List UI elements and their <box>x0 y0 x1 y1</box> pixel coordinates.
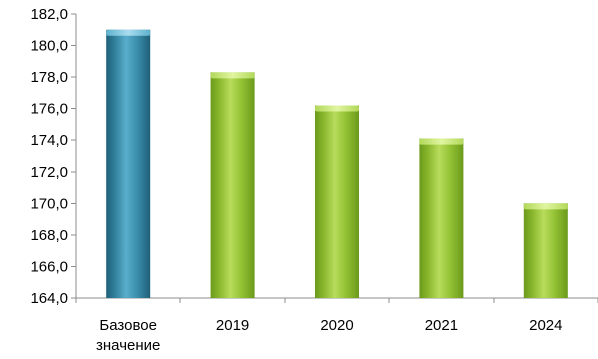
x-tick-label: 2021 <box>425 317 458 334</box>
x-tick-label: значение <box>96 337 160 354</box>
bars <box>106 29 568 299</box>
x-tick-label: Базовое <box>99 317 157 334</box>
y-tick-label: 170,0 <box>30 195 68 212</box>
x-tick-label: 2019 <box>216 317 249 334</box>
bar <box>523 203 568 298</box>
y-tick-label: 164,0 <box>30 290 68 307</box>
bar <box>210 72 255 298</box>
y-tick-label: 174,0 <box>30 132 68 149</box>
x-tick-label: 2020 <box>320 317 353 334</box>
bar <box>106 29 151 299</box>
bar <box>419 138 464 298</box>
y-tick-label: 172,0 <box>30 164 68 181</box>
y-tick-label: 168,0 <box>30 227 68 244</box>
bar-top-highlight <box>210 72 255 79</box>
bar-top-highlight <box>106 29 151 36</box>
y-tick-label: 178,0 <box>30 69 68 86</box>
y-tick-label: 182,0 <box>30 6 68 23</box>
bar-top-highlight <box>419 138 464 145</box>
bar-top-highlight <box>523 203 568 210</box>
y-tick-label: 176,0 <box>30 101 68 118</box>
x-tick-label: 2024 <box>529 317 562 334</box>
bar-top-highlight <box>315 105 359 112</box>
y-tick-label: 180,0 <box>30 38 68 55</box>
x-axis: Базовое значение 2019 2020 2021 2024 <box>75 297 598 354</box>
bar <box>315 105 359 298</box>
y-tick-label: 166,0 <box>30 258 68 275</box>
y-axis: 164,0 166,0 168,0 170,0 172,0 174,0 176,0 178,0… <box>30 6 77 307</box>
